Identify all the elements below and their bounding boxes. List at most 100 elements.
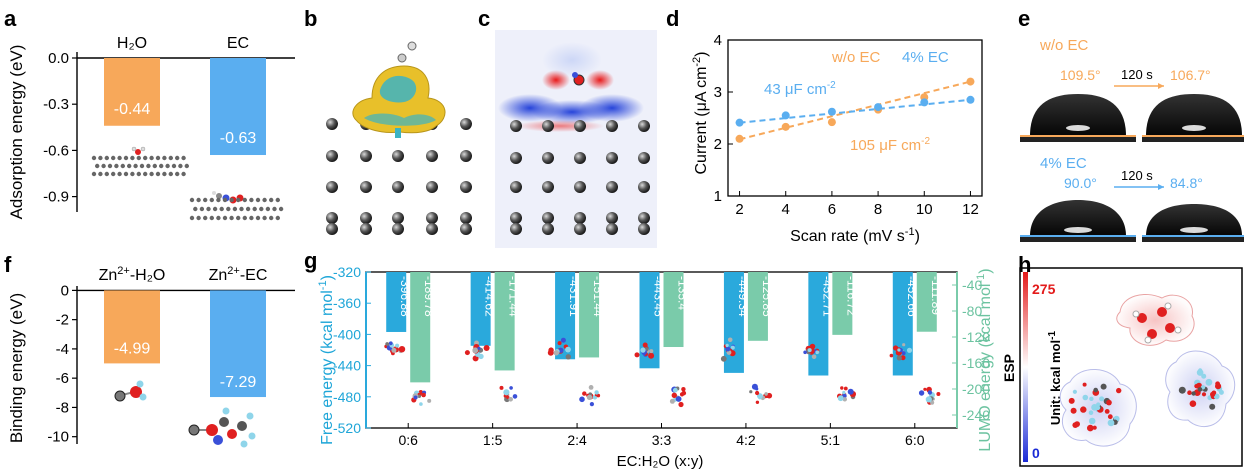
panel-a-slab-atom — [184, 163, 189, 169]
lattice-atom — [638, 223, 650, 235]
panel-a-slab-atom — [206, 206, 211, 212]
panel-a-slab-atom — [111, 155, 116, 161]
panel-g-free-energy-label: -396.88 — [398, 276, 412, 317]
panel-g-cluster-atom — [811, 354, 817, 360]
panel-g-cluster-atom — [594, 390, 599, 395]
panel-d-y-tick-label: 4 — [714, 32, 722, 49]
panel-g-right-tick-label: -80 — [962, 303, 982, 319]
panel-a-slab-atom — [236, 215, 241, 221]
panel-d-data-point — [781, 111, 790, 120]
panel-a-slab-atom — [262, 197, 267, 203]
panel-g-cluster-chart: Free energy (kcal mol-1) LUMO energy (kc… — [317, 264, 994, 470]
panel-g-cluster-atom — [464, 350, 470, 356]
panel-d-annotation-43: 43 μF cm-2 — [764, 80, 836, 98]
panel-g-cluster-atom — [385, 342, 390, 346]
panel-g-cluster-atom — [766, 392, 773, 399]
panel-c-light-lobe — [542, 42, 602, 78]
panel-f-y-axis-label: Binding energy (eV) — [7, 293, 26, 443]
lattice-atom — [510, 120, 522, 132]
panel-a-slab-atom — [203, 215, 208, 221]
panel-g-free-energy-bar — [386, 272, 407, 332]
panel-a-slab-atom — [229, 215, 234, 221]
panel-g-cluster-atom — [755, 400, 760, 404]
panel-h-water-cluster-icon — [1116, 294, 1195, 346]
panel-h-cluster-atom — [1201, 392, 1207, 397]
panel-h-cluster-atom — [1082, 394, 1089, 401]
panel-a-axis: 0.0 -0.3 -0.6 -0.9 — [43, 50, 295, 212]
panel-e-row1-angle1: 109.5° — [1060, 67, 1101, 83]
panel-h-ec-cluster-right-icon — [1165, 350, 1236, 428]
lattice-atom — [460, 150, 472, 162]
panel-d-data-point — [966, 77, 975, 86]
panel-f-y-tick-label: 0 — [61, 282, 69, 299]
panel-h-cluster-atom — [1109, 420, 1114, 425]
panel-a-value-label: -0.44 — [114, 101, 151, 118]
panel-g-lumo-label: -151.44 — [591, 276, 605, 317]
panel-a-slab-atom — [196, 197, 201, 203]
panel-h-cluster-atom — [1213, 393, 1220, 400]
lattice-atom — [426, 150, 438, 162]
panel-a-category-label: EC — [227, 35, 249, 52]
panel-a-slab-atom — [189, 215, 195, 221]
panel-a-slab-atom — [152, 163, 157, 169]
panel-letter-e: e — [1018, 6, 1030, 31]
lattice-atom — [392, 150, 404, 162]
panel-g-cluster-atom — [579, 396, 585, 403]
panel-g-axis: -320 -360 -400 -440 -480 -520 -40 -80 -120 -160 -2… — [333, 264, 990, 436]
panel-g-cluster-atom — [681, 387, 686, 392]
panel-d-data-point — [781, 122, 790, 131]
panel-a-slab-atom — [209, 197, 214, 203]
panel-a-slab-atom — [203, 197, 208, 203]
panel-e-contact-angle: w/o EC 109.5° 120 s 106.7° 4% EC 90.0° 1… — [1020, 37, 1244, 242]
panel-a-slab-atom — [155, 155, 161, 161]
lattice-atom — [460, 223, 472, 235]
panel-a-slab-atom — [199, 206, 205, 212]
panel-a-slab-atom — [239, 206, 244, 212]
panel-f-y-tick-label: -6 — [56, 370, 69, 387]
panel-a-slab-atom — [133, 163, 138, 169]
panel-h-esp-map: 275 0 ESP Unit: kcal mol-1 — [1001, 267, 1243, 467]
panel-a-slab-atom — [123, 171, 129, 177]
panel-g-cluster-atom — [840, 386, 844, 390]
lattice-atom — [392, 212, 404, 224]
panel-g-cluster-atom — [634, 352, 640, 358]
panel-g-cluster-atom — [764, 392, 768, 396]
panel-g-free-energy-bar — [555, 272, 576, 360]
panel-g-cluster-atom — [413, 395, 418, 400]
panel-h-cluster-atom — [1080, 406, 1087, 413]
panel-a-slab-atom — [104, 171, 110, 177]
panel-a-slab-atom — [269, 215, 274, 221]
panel-g-x-axis-label: EC:H₂O (x:y) — [617, 453, 704, 469]
panel-g-cluster-atom — [508, 397, 513, 402]
panel-a-slab-atom — [127, 163, 132, 169]
panel-h-esp-label: ESP — [1001, 354, 1017, 382]
panel-c-charge-difference-image — [495, 30, 657, 248]
panel-a-slab-atom — [168, 155, 173, 161]
panel-g-cluster-atom — [918, 390, 925, 396]
panel-d-data-point — [966, 95, 975, 104]
panel-a-y-axis-label: Adsorption energy (eV) — [7, 45, 26, 220]
lattice-atom — [460, 181, 472, 193]
lattice-atom — [360, 181, 372, 193]
panel-g-x-tick-label: 1:5 — [483, 432, 503, 448]
panel-h-cluster-atom — [1104, 409, 1110, 414]
panel-g-x-tick-label: 0:6 — [398, 432, 418, 448]
panel-h-cluster-atom — [1089, 396, 1094, 401]
panel-a-slab-atom — [171, 163, 177, 169]
panel-g-cluster-atom — [565, 346, 571, 353]
panel-g-cluster-atom — [417, 394, 421, 398]
panel-d-x-tick-label: 2 — [735, 201, 743, 218]
panel-a-slab-atom — [222, 197, 228, 203]
panel-g-cluster-atom — [900, 355, 906, 361]
panel-d-data-points — [735, 77, 975, 143]
panel-e-droplet-1 — [1020, 94, 1136, 142]
panel-h-frame — [1019, 267, 1243, 467]
panel-g-left-tick-label: -480 — [333, 389, 361, 405]
panel-a-slab-atom — [196, 215, 201, 221]
panel-a-slab-atom — [249, 197, 254, 203]
panel-a-slab-atom — [114, 163, 119, 169]
panel-a-slab-atom — [216, 197, 221, 203]
panel-g-left-tick-label: -400 — [333, 326, 361, 342]
panel-a-slab-ec — [189, 197, 284, 221]
panel-g-free-energy-label: -431.91 — [567, 276, 581, 317]
